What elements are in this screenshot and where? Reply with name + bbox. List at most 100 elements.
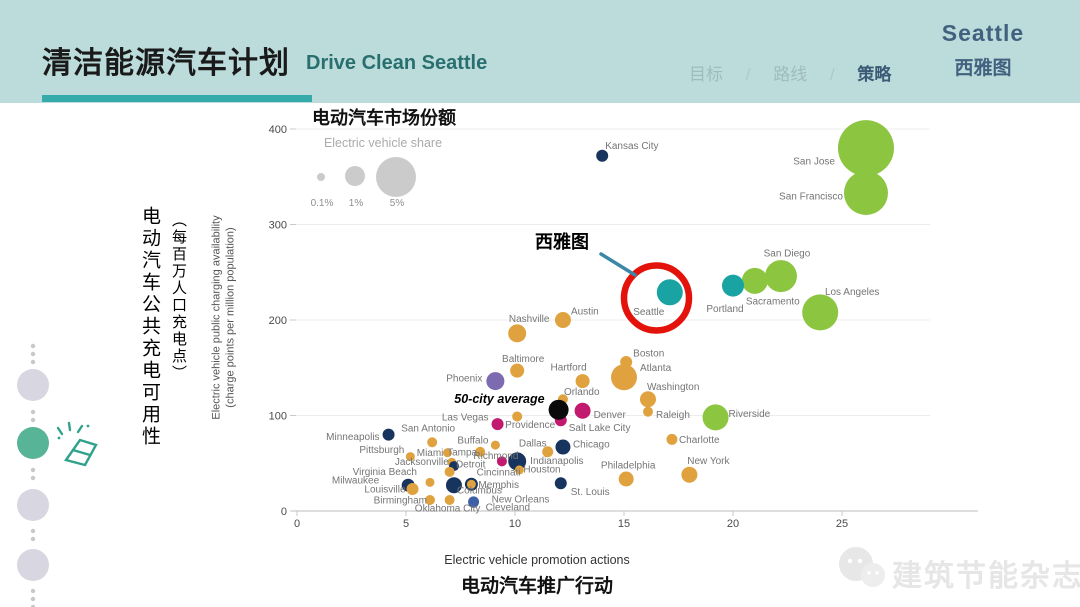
progress-step-active[interactable] <box>17 427 49 459</box>
legend-title: Electric vehicle share <box>324 136 442 150</box>
y-axis-label-zh-paren: （每百万人口充电点） <box>170 212 187 382</box>
bubble-kansas-city <box>596 149 609 162</box>
slide-progress-sidebar <box>0 104 110 607</box>
city-label-austin: Austin <box>571 307 599 318</box>
city-label-louisville: Louisville <box>364 485 406 496</box>
bubble-chicago <box>555 439 571 455</box>
city-label-salt-lake-city: Salt Lake City <box>569 423 631 434</box>
progress-step[interactable] <box>17 549 49 581</box>
y-tick-label-400: 400 <box>269 124 287 136</box>
city-label-charlotte: Charlotte <box>679 435 720 446</box>
progress-dot <box>30 467 36 473</box>
city-label-memphis: Memphis <box>478 480 519 491</box>
city-label-washington: Washington <box>647 382 699 393</box>
city-label-phoenix: Phoenix <box>446 374 482 385</box>
city-label-new-york: New York <box>687 456 730 467</box>
progress-dot <box>30 588 36 594</box>
progress-dot <box>30 417 36 423</box>
bubble-sacramento <box>741 267 768 294</box>
wechat-icon <box>839 547 885 587</box>
bubble-denver <box>574 402 591 419</box>
progress-step[interactable] <box>17 489 49 521</box>
x-tick-label-10: 10 <box>509 518 521 530</box>
city-label-philadelphia: Philadelphia <box>601 461 656 472</box>
bubble-phoenix <box>486 372 505 391</box>
city-label-sacramento: Sacramento <box>746 296 800 307</box>
city-label-oklahoma-city: Oklahoma City <box>415 504 481 515</box>
city-label-new-orleans: New Orleans <box>492 494 550 505</box>
watermark-text: 建筑节能杂志 <box>892 560 1080 593</box>
legend-circle-0.1% <box>317 173 325 181</box>
city-label-hartford: Hartford <box>551 363 587 374</box>
x-tick-label-15: 15 <box>618 518 630 530</box>
bubble-st-louis <box>554 477 567 490</box>
x-axis-label-en: Electric vehicle promotion actions <box>444 553 630 567</box>
city-label-kansas-city: Kansas City <box>605 141 658 152</box>
progress-step[interactable] <box>17 369 49 401</box>
city-label-cleveland: Cleveland <box>486 502 530 513</box>
city-label-jacksonville: Jacksonville <box>395 457 449 468</box>
x-tick-label-5: 5 <box>403 518 409 530</box>
city-label-riverside: Riverside <box>729 409 771 420</box>
city-label-providence: Providence <box>505 420 555 431</box>
city-label-indianapolis: Indianapolis <box>530 456 583 467</box>
x-tick-label-0: 0 <box>294 518 300 530</box>
progress-indicator <box>17 343 98 607</box>
bubble-portland <box>722 274 744 297</box>
city-label-tampa: Tampa <box>447 447 477 458</box>
bubble-virginia-beach <box>425 477 435 487</box>
bubble-birmingham <box>424 495 435 506</box>
city-label-orlando: Orlando <box>564 387 600 398</box>
bubble-los-angeles <box>802 294 839 331</box>
progress-dot <box>30 536 36 542</box>
city-label-50-city-average: 50-city average <box>454 392 544 406</box>
bubble-new-york <box>681 466 698 483</box>
progress-dot <box>30 409 36 415</box>
bubble-charlotte <box>666 433 678 445</box>
nav-item-route[interactable]: 路线 <box>773 65 808 84</box>
bubble-louisville <box>406 483 419 496</box>
bubble-las-vegas <box>491 418 504 431</box>
city-label-richmond: Richmond <box>473 451 518 462</box>
city-label-miami: Miami <box>417 448 444 459</box>
bubble-cleveland <box>468 497 479 508</box>
y-tick-label-200: 200 <box>269 315 287 327</box>
nav-item-goal[interactable]: 目标 <box>689 65 723 84</box>
city-label-birmingham: Birmingham <box>374 496 427 507</box>
bubble-austin <box>554 312 571 328</box>
legend-circle-5% <box>376 157 416 197</box>
slide-nav: 目标 / 路线 / 策略 <box>680 60 900 85</box>
bubble-houston <box>514 465 524 475</box>
city-label-chicago: Chicago <box>573 440 610 451</box>
brand-name-zh: 西雅图 <box>954 58 1012 79</box>
y-tick-label-100: 100 <box>269 411 287 423</box>
bubble-washington <box>639 391 656 408</box>
city-label-seattle: Seattle <box>633 307 665 318</box>
nav-item-strategy[interactable]: 策略 <box>857 65 892 84</box>
bubble-philadelphia <box>618 471 634 487</box>
y-tick-label-0: 0 <box>281 506 287 518</box>
legend-size-label: 1% <box>349 198 364 209</box>
bubble-san-francisco <box>843 170 888 215</box>
progress-dot <box>30 475 36 481</box>
city-label-columbus: Columbus <box>457 486 502 497</box>
city-label-baltimore: Baltimore <box>502 354 545 365</box>
bubble-dallas <box>542 446 554 458</box>
progress-dot <box>30 343 36 349</box>
city-label-san-diego: San Diego <box>764 249 811 260</box>
seattle-highlight-ring <box>620 262 693 334</box>
city-label-virginia-beach: Virginia Beach <box>353 467 417 478</box>
bubble-indianapolis <box>508 452 527 471</box>
bubble-nashville <box>508 324 527 343</box>
bubble-cincinnati <box>444 466 455 477</box>
bubble-memphis <box>464 477 478 491</box>
city-label-buffalo: Buffalo <box>457 436 488 447</box>
slide-header: 清洁能源汽车计划 Drive Clean Seattle 目标 / 路线 / 策… <box>0 0 1080 103</box>
city-label-detroit: Detroit <box>456 460 486 471</box>
progress-dot <box>30 596 36 602</box>
city-label-san-francisco: San Francisco <box>779 191 843 202</box>
city-label-atlanta: Atlanta <box>640 363 672 374</box>
bubble-san-antonio <box>427 437 438 448</box>
bubble-minneapolis <box>382 428 395 441</box>
